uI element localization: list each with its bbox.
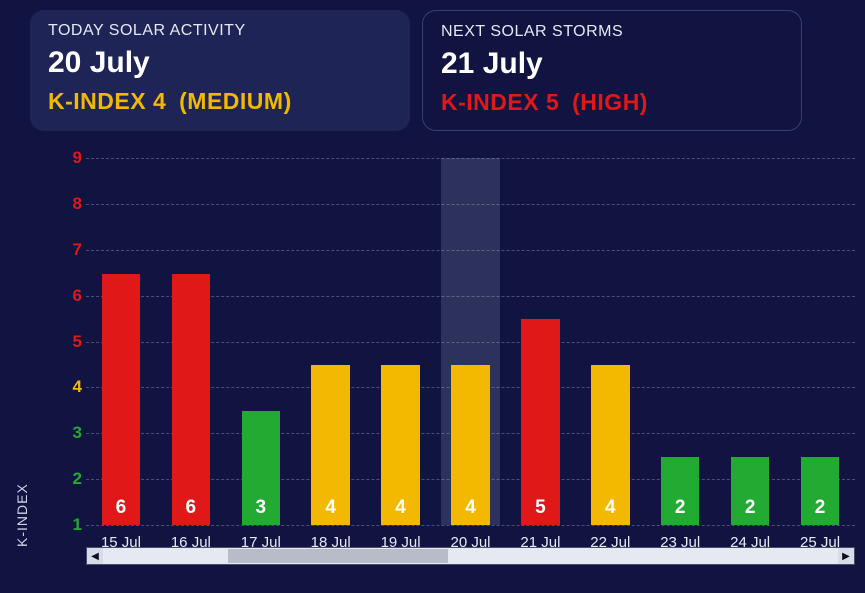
card-today-title: TODAY SOLAR ACTIVITY — [48, 22, 392, 40]
card-next-kindex-level: (HIGH) — [572, 89, 648, 115]
bar-value: 2 — [731, 497, 769, 519]
card-today-kindex-level: (MEDIUM) — [179, 88, 292, 114]
card-next-kindex-label: K-INDEX 5 — [441, 89, 559, 115]
bar-value: 4 — [381, 497, 419, 519]
scroll-right-button[interactable]: ▶ — [838, 548, 854, 564]
scroll-left-button[interactable]: ◀ — [87, 548, 103, 564]
card-next-title: NEXT SOLAR STORMS — [441, 23, 783, 41]
bar-value: 5 — [521, 497, 559, 519]
card-today-date: 20 July — [48, 46, 392, 80]
bar[interactable]: 5 — [521, 319, 559, 525]
y-tick: 9 — [60, 148, 82, 168]
y-tick: 5 — [60, 332, 82, 352]
y-tick: 1 — [60, 515, 82, 535]
summary-cards: TODAY SOLAR ACTIVITY 20 July K-INDEX 4 (… — [0, 0, 865, 131]
bar-value: 4 — [311, 497, 349, 519]
bar[interactable]: 2 — [661, 457, 699, 525]
bar[interactable]: 3 — [242, 411, 280, 525]
bar[interactable]: 2 — [731, 457, 769, 525]
bar-value: 4 — [451, 497, 489, 519]
bar[interactable]: 4 — [381, 365, 419, 525]
chart-scrollbar[interactable]: ◀ ▶ — [86, 547, 855, 565]
card-today-kindex: K-INDEX 4 (MEDIUM) — [48, 88, 392, 115]
bar-value: 4 — [591, 497, 629, 519]
card-next: NEXT SOLAR STORMS 21 July K-INDEX 5 (HIG… — [422, 10, 802, 131]
card-next-kindex: K-INDEX 5 (HIGH) — [441, 89, 783, 116]
bar-value: 2 — [661, 497, 699, 519]
bar[interactable]: 6 — [172, 274, 210, 525]
card-next-date: 21 July — [441, 47, 783, 81]
y-tick: 6 — [60, 286, 82, 306]
scroll-thumb[interactable] — [228, 549, 449, 563]
card-today-kindex-label: K-INDEX 4 — [48, 88, 166, 114]
bar[interactable]: 2 — [801, 457, 839, 525]
kindex-chart: K-INDEX 123456789615 Jul616 Jul317 Jul41… — [30, 158, 855, 583]
bar-value: 6 — [102, 497, 140, 519]
bar[interactable]: 6 — [102, 274, 140, 525]
y-axis-label: K-INDEX — [14, 483, 30, 547]
bar-value: 6 — [172, 497, 210, 519]
y-tick: 7 — [60, 240, 82, 260]
bar[interactable]: 4 — [311, 365, 349, 525]
bar[interactable]: 4 — [591, 365, 629, 525]
bar[interactable]: 4 — [451, 365, 489, 525]
y-tick: 8 — [60, 194, 82, 214]
y-tick: 3 — [60, 423, 82, 443]
y-tick: 4 — [60, 377, 82, 397]
chart-plot-area: 123456789615 Jul616 Jul317 Jul418 Jul419… — [86, 158, 855, 525]
y-tick: 2 — [60, 469, 82, 489]
card-today: TODAY SOLAR ACTIVITY 20 July K-INDEX 4 (… — [30, 10, 410, 131]
gridline — [86, 525, 855, 526]
scroll-track[interactable] — [103, 548, 838, 564]
bar-value: 2 — [801, 497, 839, 519]
bar-value: 3 — [242, 497, 280, 519]
